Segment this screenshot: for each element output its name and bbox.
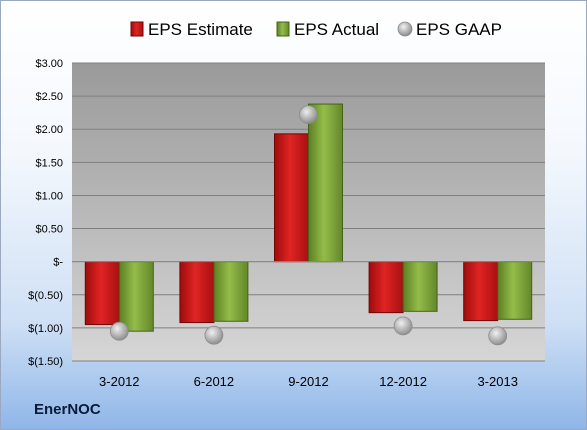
y-tick-label: $- bbox=[53, 257, 63, 269]
eps-actual-bar bbox=[308, 103, 343, 263]
legend-swatch-estimate bbox=[130, 21, 144, 37]
y-tick-label: $2.00 bbox=[35, 124, 63, 136]
eps-gaap-marker bbox=[204, 325, 224, 345]
legend-label: EPS Estimate bbox=[148, 20, 253, 39]
eps-actual-bar bbox=[213, 261, 249, 322]
y-axis-tick-labels: $3.00 $2.50 $2.00 $1.50 $1.00 $0.50 $- $(0.50) $… bbox=[28, 58, 63, 368]
eps-actual-bar bbox=[497, 261, 533, 320]
legend-label: EPS Actual bbox=[294, 20, 379, 39]
eps-actual-bar bbox=[118, 261, 154, 332]
y-tick-label: $3.00 bbox=[35, 58, 63, 70]
company-name: EnerNOC bbox=[34, 401, 101, 418]
eps-gaap-marker bbox=[393, 316, 413, 336]
eps-estimate-bar bbox=[179, 261, 215, 324]
eps-estimate-bar bbox=[274, 133, 309, 263]
eps-gaap-marker bbox=[299, 105, 318, 125]
x-category-label: 3-2012 bbox=[99, 374, 139, 389]
y-tick-label: $2.50 bbox=[35, 91, 63, 103]
eps-gaap-marker bbox=[109, 321, 129, 341]
x-category-label: 6-2012 bbox=[194, 374, 234, 389]
gaap-markers bbox=[109, 105, 508, 346]
x-category-label: 12-2012 bbox=[379, 374, 427, 389]
x-category-label: 3-2013 bbox=[477, 374, 517, 389]
y-tick-label: $(0.50) bbox=[28, 290, 63, 302]
legend-swatch-actual bbox=[276, 21, 290, 37]
eps-estimate-bar bbox=[368, 261, 404, 314]
y-tick-label: $1.00 bbox=[35, 190, 63, 202]
legend-swatch-gaap bbox=[397, 21, 413, 37]
y-tick-label: $0.50 bbox=[35, 224, 63, 236]
bars bbox=[84, 103, 533, 332]
eps-estimate-bar bbox=[84, 261, 120, 326]
legend: EPS Estimate EPS Actual EPS GAAP bbox=[130, 20, 502, 39]
eps-estimate-bar bbox=[463, 261, 499, 322]
y-tick-label: $(1.50) bbox=[28, 356, 63, 368]
y-tick-label: $1.50 bbox=[35, 157, 63, 169]
legend-label: EPS GAAP bbox=[416, 20, 502, 39]
eps-actual-bar bbox=[402, 261, 438, 312]
x-axis-category-labels: 3-2012 6-2012 9-2012 12-2012 3-2013 bbox=[99, 374, 518, 389]
y-tick-label: $(1.00) bbox=[28, 323, 63, 335]
eps-gaap-marker bbox=[488, 326, 508, 346]
x-category-label: 9-2012 bbox=[288, 374, 328, 389]
